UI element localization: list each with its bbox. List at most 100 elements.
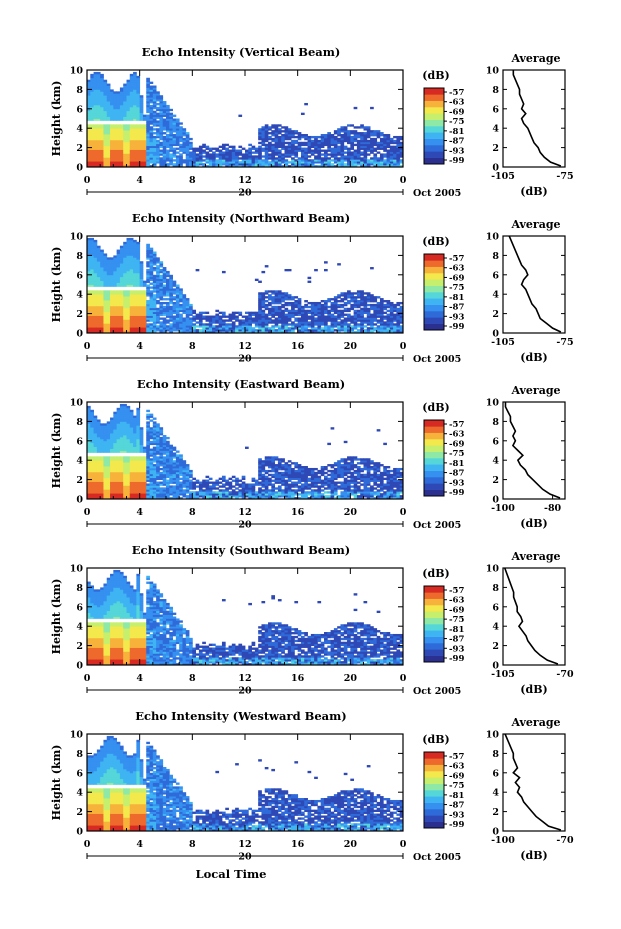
average-y-tick-label: 8 bbox=[492, 251, 499, 262]
colorbar-tick-label: -99 bbox=[449, 654, 464, 664]
average-x-tick-label: -100 bbox=[491, 503, 515, 514]
x-tick-label: 0 bbox=[400, 175, 407, 186]
echo-panel-5: Echo Intensity (Westward Beam)1086420Hei… bbox=[50, 709, 574, 863]
y-tick-label: 0 bbox=[76, 163, 83, 174]
y-axis-label: Height (km) bbox=[50, 579, 63, 655]
colorbar-swatch bbox=[424, 821, 444, 829]
colorbar-swatch bbox=[424, 145, 444, 152]
average-y-tick-label: 4 bbox=[492, 124, 499, 135]
x-tick-label: 0 bbox=[400, 507, 407, 518]
y-tick-label: 4 bbox=[76, 124, 83, 135]
average-profile-line bbox=[512, 70, 562, 167]
colorbar-swatch bbox=[424, 611, 444, 618]
average-x-label: (dB) bbox=[520, 351, 547, 364]
average-title: Average bbox=[510, 384, 560, 397]
colorbar-swatch bbox=[424, 420, 444, 427]
colorbar-swatch bbox=[424, 311, 444, 318]
echo-heatmap bbox=[87, 735, 404, 832]
colorbar-swatch bbox=[424, 796, 444, 803]
colorbar-tick-label: -99 bbox=[449, 488, 464, 498]
colorbar-swatch bbox=[424, 617, 444, 625]
y-tick-label: 6 bbox=[76, 602, 83, 613]
average-profile: Average 10 8 6 4 2 0-100 -70 (dB) bbox=[486, 716, 574, 862]
average-x-tick-label: -105 bbox=[491, 171, 515, 182]
colorbar-tick-label: -87 bbox=[449, 801, 464, 811]
colorbar-swatch bbox=[424, 126, 444, 133]
colorbar-tick-label: -57 bbox=[449, 586, 464, 596]
echo-heatmap bbox=[87, 71, 404, 168]
average-profile: Average 10 8 6 4 2 0-100 -80 (dB) bbox=[486, 384, 566, 530]
colorbar-tick-label: -93 bbox=[449, 312, 464, 322]
colorbar-swatch bbox=[424, 752, 444, 759]
colorbar-swatch bbox=[424, 605, 444, 612]
colorbar-swatch bbox=[424, 636, 444, 644]
colorbar-tick-label: -63 bbox=[449, 264, 464, 274]
panel-title: Echo Intensity (Westward Beam) bbox=[135, 709, 346, 723]
y-tick-label: 6 bbox=[76, 436, 83, 447]
colorbar-swatch bbox=[424, 809, 444, 816]
panel-title: Echo Intensity (Vertical Beam) bbox=[142, 45, 341, 59]
colorbar-tick-label: -99 bbox=[449, 156, 464, 166]
colorbar-tick-label: -57 bbox=[449, 254, 464, 264]
colorbar-swatch bbox=[424, 298, 444, 305]
colorbar-tick-label: -69 bbox=[449, 273, 464, 283]
average-y-tick-label: 10 bbox=[486, 232, 500, 243]
average-frame bbox=[502, 69, 566, 168]
colorbar-swatch bbox=[424, 285, 444, 293]
x-tick-label: 4 bbox=[136, 507, 143, 518]
echo-panel-4: Echo Intensity (Southward Beam)1086420He… bbox=[50, 543, 574, 697]
colorbar: (dB)-57-63-69-75-81-87-93-99 bbox=[422, 69, 464, 166]
colorbar-tick-label: -87 bbox=[449, 635, 464, 645]
panel-title: Echo Intensity (Eastward Beam) bbox=[137, 377, 345, 391]
average-y-tick-label: 6 bbox=[492, 602, 499, 613]
colorbar-tick-label: -69 bbox=[449, 439, 464, 449]
colorbar-tick-label: -75 bbox=[449, 283, 464, 293]
colorbar-swatch bbox=[424, 100, 444, 108]
average-y-tick-label: 4 bbox=[492, 456, 499, 467]
average-x-tick-label: -80 bbox=[544, 503, 562, 514]
x-tick-label: 16 bbox=[291, 507, 305, 518]
x-tick-label: 20 bbox=[344, 175, 358, 186]
colorbar-swatch bbox=[424, 777, 444, 784]
colorbar-swatch bbox=[424, 458, 444, 465]
average-title: Average bbox=[510, 550, 560, 563]
y-tick-label: 10 bbox=[70, 398, 84, 409]
colorbar-swatch bbox=[424, 815, 444, 822]
colorbar-tick-label: -93 bbox=[449, 478, 464, 488]
colorbar-swatch bbox=[424, 790, 444, 797]
colorbar-tick-label: -63 bbox=[449, 762, 464, 772]
average-y-tick-label: 8 bbox=[492, 417, 499, 428]
colorbar-tick-label: -81 bbox=[449, 127, 464, 137]
average-y-tick-label: 6 bbox=[492, 436, 499, 447]
colorbar-tick-label: -87 bbox=[449, 137, 464, 147]
x-tick-label: 0 bbox=[84, 175, 91, 186]
average-profile: Average 10 8 6 4 2 0-105 -70 (dB) bbox=[486, 550, 574, 696]
average-profile-line bbox=[504, 733, 562, 831]
x-tick-label: 0 bbox=[84, 673, 91, 684]
average-y-tick-label: 6 bbox=[492, 270, 499, 281]
echo-heatmap bbox=[87, 237, 404, 334]
y-tick-label: 10 bbox=[70, 564, 84, 575]
colorbar-swatch bbox=[424, 254, 444, 261]
x-tick-label: 4 bbox=[136, 341, 143, 352]
colorbar-label: (dB) bbox=[422, 733, 449, 746]
date-label: Oct 2005 bbox=[413, 852, 461, 863]
colorbar-tick-label: -93 bbox=[449, 146, 464, 156]
colorbar-swatch bbox=[424, 764, 444, 772]
date-day-label: 20 bbox=[238, 852, 252, 863]
y-tick-label: 8 bbox=[76, 251, 83, 262]
y-tick-label: 6 bbox=[76, 270, 83, 281]
colorbar-swatch bbox=[424, 260, 444, 267]
colorbar-swatch bbox=[424, 266, 444, 274]
x-tick-label: 0 bbox=[84, 839, 91, 850]
y-tick-label: 8 bbox=[76, 583, 83, 594]
date-label: Oct 2005 bbox=[413, 188, 461, 199]
panel-title: Echo Intensity (Northward Beam) bbox=[132, 211, 350, 225]
colorbar-swatch bbox=[424, 304, 444, 312]
x-tick-label: 12 bbox=[238, 839, 251, 850]
x-axis-label: Local Time bbox=[196, 867, 267, 881]
colorbar-tick-label: -93 bbox=[449, 644, 464, 654]
x-tick-label: 4 bbox=[136, 673, 143, 684]
average-profile-line bbox=[504, 402, 561, 499]
